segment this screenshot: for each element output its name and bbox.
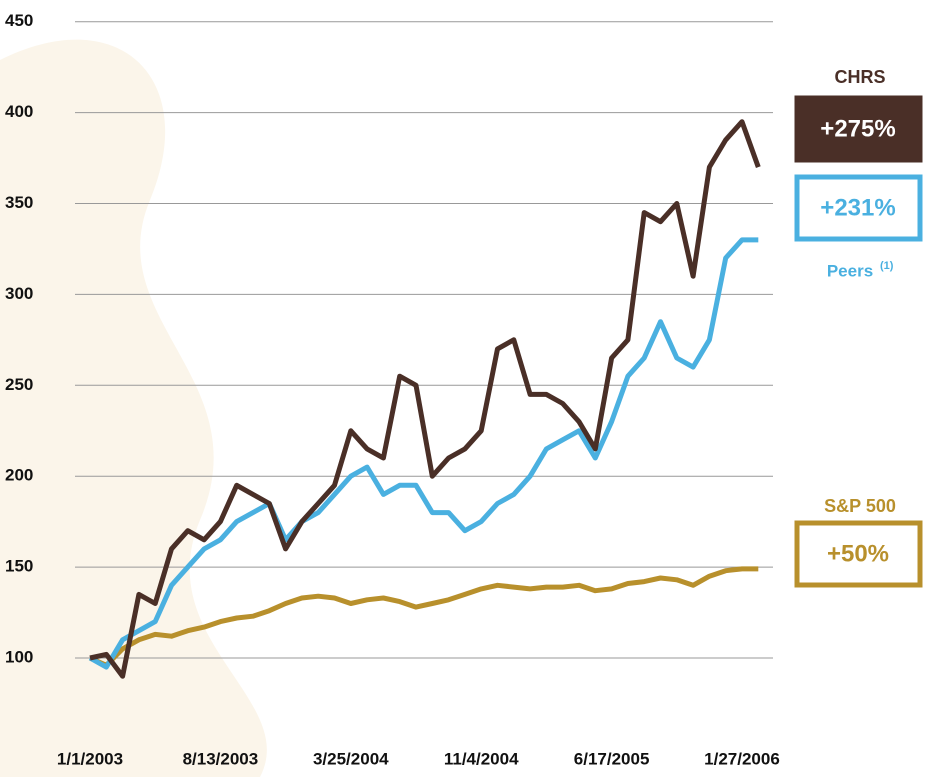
x-tick-label: 1/1/2003 (57, 749, 123, 768)
x-tick-label: 6/17/2005 (574, 749, 650, 768)
background-ornament (0, 40, 267, 777)
x-tick-label: 11/4/2004 (444, 749, 519, 768)
y-tick-label: 100 (5, 647, 33, 666)
y-tick-label: 150 (5, 557, 33, 576)
x-tick-label: 3/25/2004 (313, 749, 389, 768)
legend: +275% CHRS +231% Peers (1) +50% S&P 500 (797, 67, 920, 585)
y-tick-label: 250 (5, 375, 33, 394)
y-tick-label: 450 (5, 11, 33, 30)
chart: 100 150 200 250 300 350 400 450 1/1/2003 8/13/200… (0, 0, 925, 777)
y-tick-label: 400 (5, 102, 33, 121)
y-tick-label: 350 (5, 193, 33, 212)
y-tick-label: 300 (5, 284, 33, 303)
return-label: +50% (827, 540, 889, 567)
x-tick-label: 1/27/2006 (704, 749, 780, 768)
x-tick-label: 8/13/2003 (183, 749, 259, 768)
legend-name: Peers (827, 261, 873, 280)
legend-name: CHRS (834, 67, 885, 87)
footnote-mark: (1) (880, 260, 894, 272)
return-label: +275% (820, 115, 895, 142)
return-label: +231% (820, 194, 895, 221)
y-tick-label: 200 (5, 466, 33, 485)
legend-name: S&P 500 (824, 496, 896, 516)
